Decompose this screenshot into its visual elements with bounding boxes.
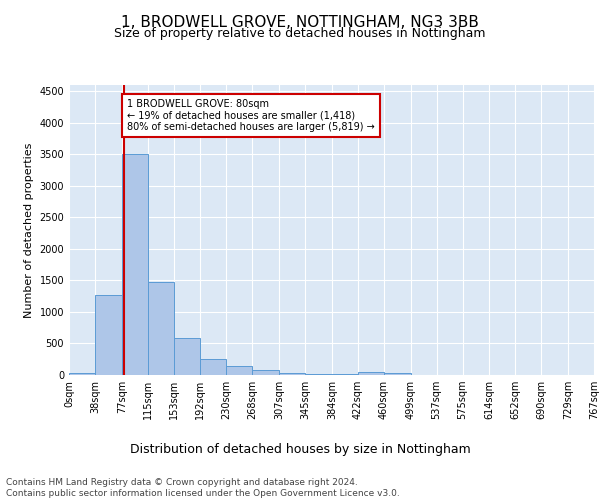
Text: 1, BRODWELL GROVE, NOTTINGHAM, NG3 3BB: 1, BRODWELL GROVE, NOTTINGHAM, NG3 3BB — [121, 15, 479, 30]
Bar — [95, 295, 122, 375]
Bar — [253, 370, 279, 375]
Bar — [122, 154, 148, 375]
Text: Distribution of detached houses by size in Nottingham: Distribution of detached houses by size … — [130, 442, 470, 456]
Bar — [200, 359, 226, 375]
Bar — [332, 374, 358, 375]
Text: Size of property relative to detached houses in Nottingham: Size of property relative to detached ho… — [114, 28, 486, 40]
Bar — [174, 338, 200, 375]
Text: 1 BRODWELL GROVE: 80sqm
← 19% of detached houses are smaller (1,418)
80% of semi: 1 BRODWELL GROVE: 80sqm ← 19% of detache… — [127, 99, 375, 132]
Bar — [69, 373, 95, 375]
Text: Contains HM Land Registry data © Crown copyright and database right 2024.
Contai: Contains HM Land Registry data © Crown c… — [6, 478, 400, 498]
Bar — [358, 372, 384, 375]
Y-axis label: Number of detached properties: Number of detached properties — [24, 142, 34, 318]
Bar — [148, 282, 174, 375]
Bar — [279, 373, 305, 375]
Bar — [305, 374, 332, 375]
Bar — [226, 366, 253, 375]
Bar — [384, 373, 410, 375]
